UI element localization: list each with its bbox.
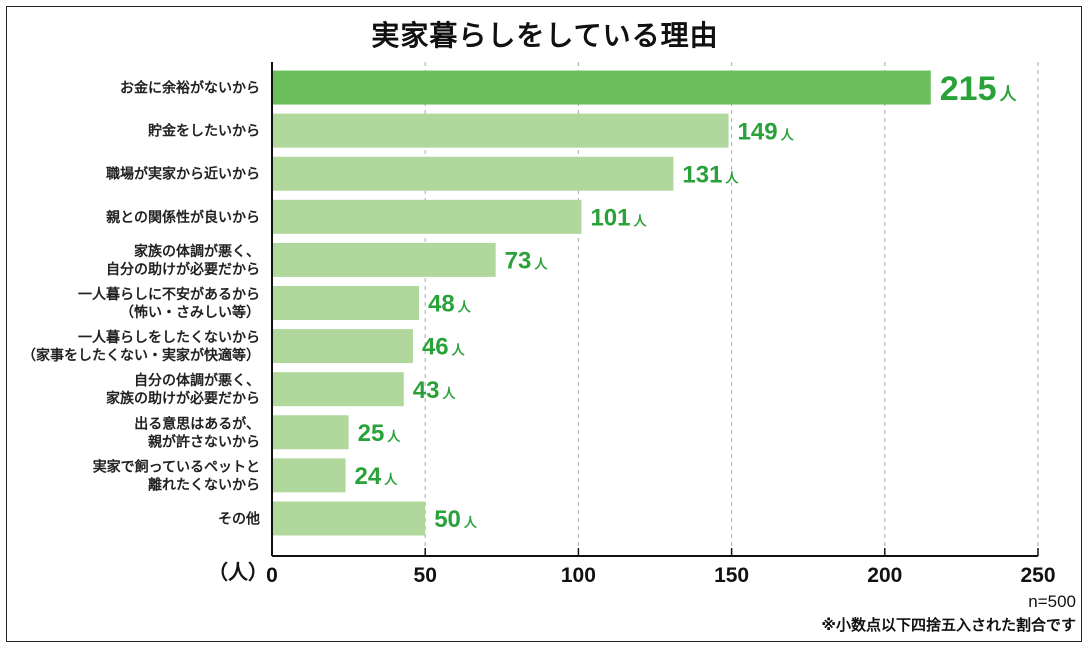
bar <box>272 329 413 364</box>
category-label: 自分の体調が悪く、 <box>134 372 260 389</box>
rounding-note: ※小数点以下四捨五入された割合です <box>821 616 1076 634</box>
x-tick-label: 50 <box>414 564 437 587</box>
x-tick-label: 100 <box>561 564 596 587</box>
value-label: 101 人 <box>590 204 647 231</box>
category-label: 自分の助けが必要だから <box>106 261 260 278</box>
value-label: 48 人 <box>428 291 472 318</box>
x-tick-label: 250 <box>1020 564 1055 587</box>
x-tick-label: 200 <box>867 564 902 587</box>
bar <box>272 242 496 277</box>
category-label: 実家で飼っているペットと <box>93 458 260 475</box>
bar-layer <box>272 70 931 536</box>
category-label: お金に余裕がないから <box>120 80 260 97</box>
category-label: 一人暮らしに不安があるから <box>78 286 260 303</box>
x-tick-label: 0 <box>266 564 278 587</box>
category-label: 貯金をしたいから <box>148 123 260 140</box>
bar <box>272 156 674 191</box>
bar <box>272 501 426 536</box>
bar <box>272 372 404 407</box>
bar <box>272 458 346 493</box>
bar <box>272 113 729 148</box>
value-label: 43 人 <box>413 377 457 404</box>
bar <box>272 286 420 320</box>
category-label: 離れたくないから <box>148 476 260 493</box>
category-label: 親が許さないから <box>148 433 260 450</box>
value-label: 149 人 <box>738 118 795 145</box>
value-label: 25 人 <box>358 420 402 447</box>
category-label: 一人暮らしをしたくないから <box>78 329 260 346</box>
chart-title: 実家暮らしをしている理由 <box>371 19 719 52</box>
category-label: 職場が実家から近いから <box>106 166 260 183</box>
bar <box>272 415 349 450</box>
value-label: 46 人 <box>422 334 466 361</box>
category-label: （家事をしたくない・実家が快適等） <box>22 347 260 364</box>
category-label: その他 <box>218 510 260 527</box>
sample-size-note: n=500 <box>1028 592 1076 611</box>
value-label: 73 人 <box>505 248 549 275</box>
value-label: 215 人 <box>940 70 1018 108</box>
value-label: 131 人 <box>682 161 739 188</box>
value-label: 50 人 <box>434 506 478 533</box>
x-axis-unit-label: （人） <box>208 560 268 584</box>
bar <box>272 70 931 105</box>
value-label: 24 人 <box>355 463 399 490</box>
chart-frame <box>6 6 1082 642</box>
x-tick-label: 150 <box>714 564 749 587</box>
category-label: 家族の助けが必要だから <box>106 390 260 407</box>
bar <box>272 199 582 234</box>
category-label: 親との関係性が良いから <box>106 209 260 226</box>
axis-layer: 0 50 100 150 200 250 <box>266 62 1056 587</box>
category-label: 家族の体調が悪く、 <box>134 243 260 260</box>
category-label: 出る意思はあるが、 <box>134 415 260 432</box>
category-label: （怖い・さみしい等） <box>120 304 260 321</box>
